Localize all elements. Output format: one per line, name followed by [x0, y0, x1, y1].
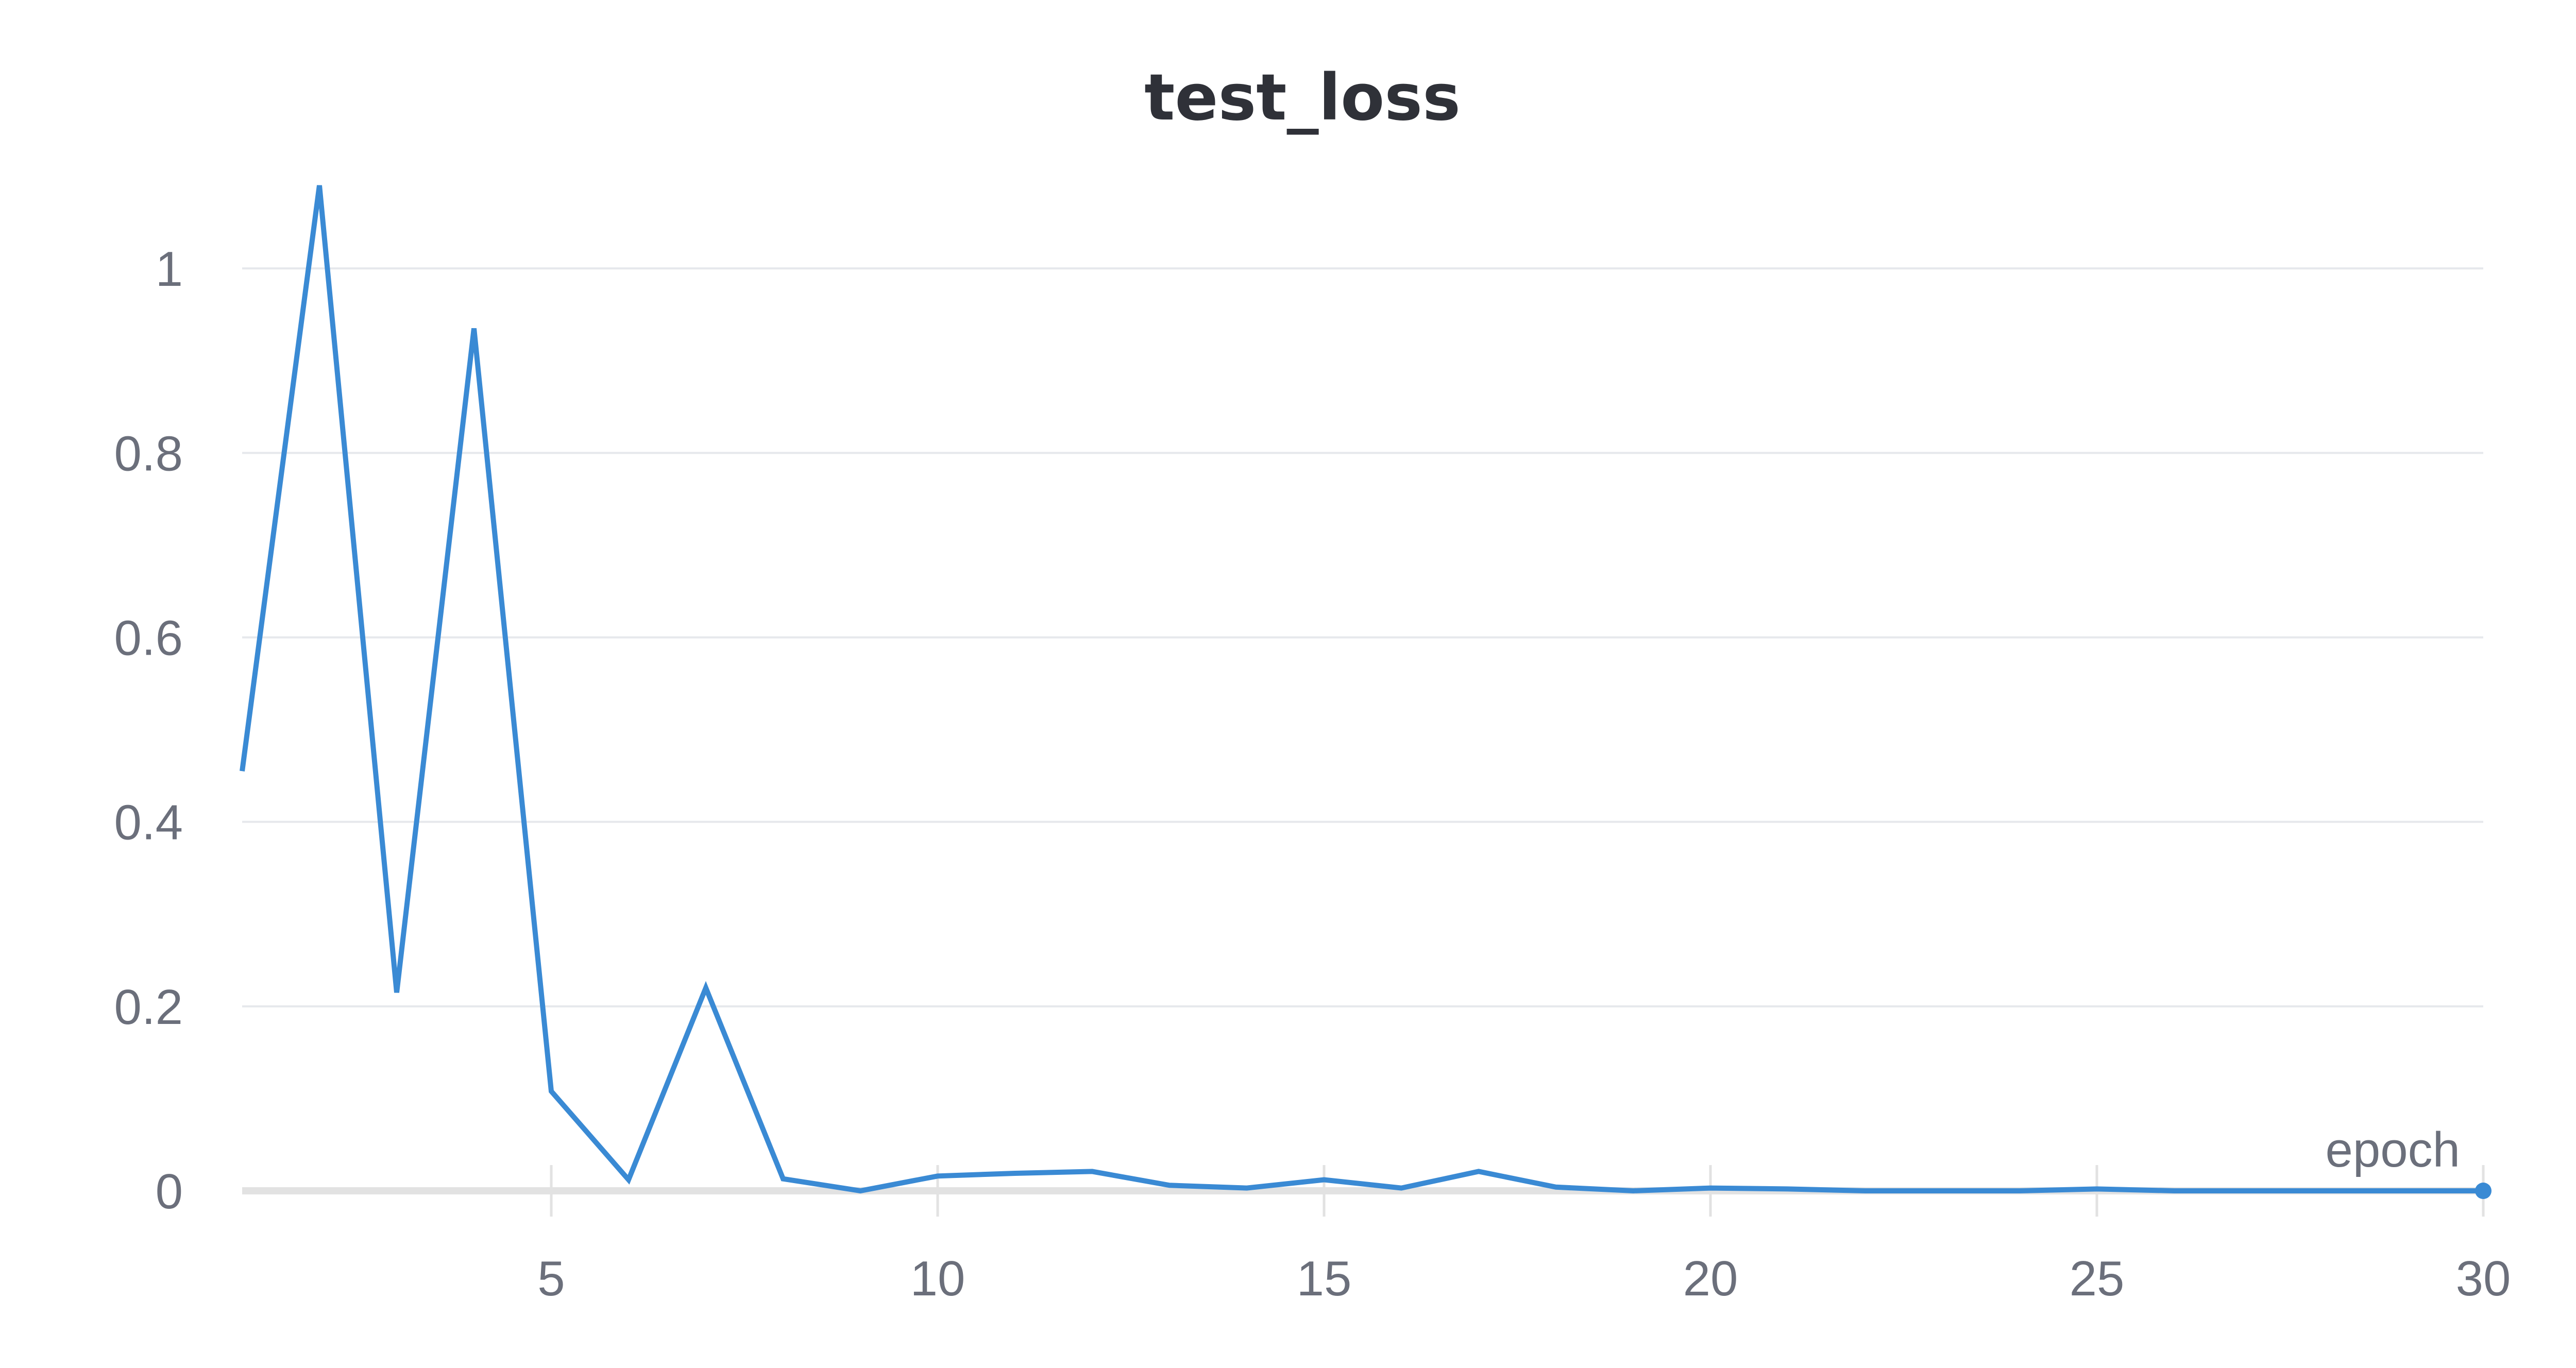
y-tick-label: 1: [156, 242, 183, 297]
x-axis-label: epoch: [2325, 1122, 2460, 1177]
x-tick-label: 25: [2070, 1251, 2125, 1306]
y-tick-label: 0.8: [114, 426, 183, 481]
series-end-point: [2475, 1183, 2492, 1199]
grid-lines: [242, 267, 2483, 1194]
x-tick-label: 5: [537, 1251, 565, 1306]
x-tick-label: 30: [2456, 1251, 2511, 1306]
series-line: [240, 185, 2483, 1194]
y-tick-label: 0: [156, 1164, 183, 1219]
chart-title: test_loss: [1144, 61, 1461, 135]
x-tick-label: 15: [1297, 1251, 1352, 1306]
y-tick-label: 0.2: [114, 980, 183, 1035]
series-layer: [240, 185, 2492, 1199]
x-tick-label: 20: [1683, 1251, 1738, 1306]
x-tick-label: 10: [910, 1251, 965, 1306]
y-tick-label: 0.6: [114, 611, 183, 666]
y-tick-label: 0.4: [114, 795, 183, 850]
